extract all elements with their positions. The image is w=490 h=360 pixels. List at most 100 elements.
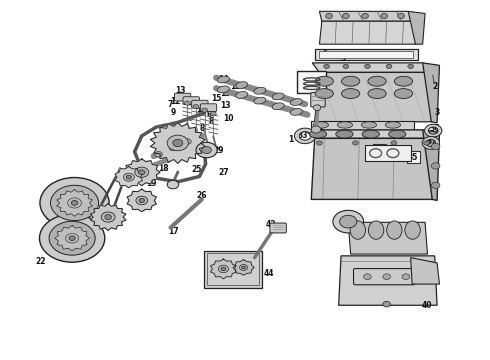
Circle shape [167, 180, 179, 189]
Text: 32: 32 [314, 122, 325, 131]
Circle shape [184, 139, 191, 144]
Text: 16: 16 [161, 156, 171, 165]
Ellipse shape [272, 103, 284, 110]
Text: 6: 6 [206, 110, 212, 119]
Text: 37: 37 [427, 137, 438, 146]
Text: 22: 22 [45, 218, 56, 227]
Text: 30: 30 [305, 73, 315, 82]
Polygon shape [423, 63, 440, 123]
Text: 15: 15 [220, 89, 231, 98]
Text: 39: 39 [209, 265, 219, 274]
Circle shape [242, 266, 245, 269]
Text: 44: 44 [264, 269, 274, 278]
Text: 11: 11 [196, 105, 207, 114]
Text: 14: 14 [218, 75, 229, 84]
Ellipse shape [254, 87, 266, 94]
Circle shape [353, 141, 358, 145]
Ellipse shape [236, 91, 247, 98]
Text: 23: 23 [74, 251, 85, 260]
Circle shape [408, 64, 414, 68]
Polygon shape [127, 189, 156, 212]
Text: 19: 19 [146, 179, 157, 188]
Circle shape [343, 64, 349, 68]
Text: 34: 34 [374, 145, 385, 154]
Circle shape [364, 274, 371, 279]
Circle shape [218, 265, 228, 273]
Polygon shape [348, 222, 427, 254]
FancyBboxPatch shape [311, 93, 325, 107]
Circle shape [386, 64, 392, 68]
Circle shape [391, 141, 397, 145]
Text: 24: 24 [170, 144, 181, 153]
Polygon shape [315, 72, 435, 122]
Text: 15: 15 [211, 94, 221, 103]
Circle shape [50, 185, 98, 221]
Text: 7: 7 [168, 100, 173, 109]
Text: 8: 8 [187, 130, 193, 139]
Wedge shape [422, 136, 440, 149]
Ellipse shape [350, 221, 366, 239]
Text: 46: 46 [410, 262, 421, 271]
FancyBboxPatch shape [315, 49, 418, 60]
Circle shape [402, 274, 410, 279]
Text: 47: 47 [218, 260, 229, 269]
Circle shape [40, 177, 109, 228]
Ellipse shape [254, 97, 266, 104]
Text: 42: 42 [266, 220, 277, 229]
Circle shape [431, 163, 440, 169]
Ellipse shape [291, 99, 302, 105]
Text: 5: 5 [341, 54, 346, 63]
Circle shape [173, 139, 183, 147]
FancyBboxPatch shape [174, 93, 191, 101]
Text: 27: 27 [218, 168, 229, 177]
Ellipse shape [291, 108, 302, 115]
Text: 38: 38 [343, 216, 354, 225]
Polygon shape [55, 225, 89, 251]
Text: 41: 41 [230, 252, 241, 261]
Ellipse shape [337, 122, 353, 128]
Circle shape [383, 274, 391, 279]
Polygon shape [311, 138, 435, 199]
Polygon shape [408, 12, 425, 44]
Circle shape [71, 201, 78, 205]
Text: 2: 2 [432, 82, 437, 91]
Circle shape [196, 142, 217, 158]
FancyBboxPatch shape [270, 223, 286, 233]
Text: 22: 22 [50, 241, 61, 250]
Circle shape [101, 212, 115, 222]
Polygon shape [90, 204, 126, 230]
Text: 13: 13 [175, 86, 185, 95]
Ellipse shape [368, 221, 384, 239]
Polygon shape [319, 12, 418, 21]
Circle shape [240, 265, 247, 270]
Circle shape [313, 105, 321, 111]
Circle shape [126, 175, 131, 179]
Text: 18: 18 [158, 164, 169, 173]
Polygon shape [233, 260, 254, 275]
Circle shape [324, 64, 329, 68]
Circle shape [135, 167, 148, 177]
Ellipse shape [389, 130, 406, 138]
Text: 28: 28 [168, 179, 178, 188]
Text: 33: 33 [297, 131, 308, 140]
Text: 35: 35 [408, 153, 418, 162]
Text: 8: 8 [209, 117, 214, 126]
Circle shape [139, 198, 145, 202]
FancyBboxPatch shape [183, 97, 199, 104]
Circle shape [49, 221, 95, 255]
Ellipse shape [315, 89, 333, 99]
Polygon shape [312, 63, 435, 72]
Circle shape [398, 13, 404, 18]
FancyBboxPatch shape [297, 71, 326, 93]
Circle shape [326, 13, 332, 18]
FancyBboxPatch shape [319, 50, 413, 58]
Polygon shape [339, 256, 437, 305]
Polygon shape [123, 159, 160, 186]
Text: 1: 1 [288, 135, 293, 144]
Ellipse shape [387, 221, 402, 239]
Ellipse shape [368, 76, 386, 86]
Circle shape [343, 13, 349, 18]
Text: 23: 23 [62, 195, 73, 204]
Ellipse shape [394, 89, 413, 99]
Text: 23: 23 [55, 227, 65, 236]
